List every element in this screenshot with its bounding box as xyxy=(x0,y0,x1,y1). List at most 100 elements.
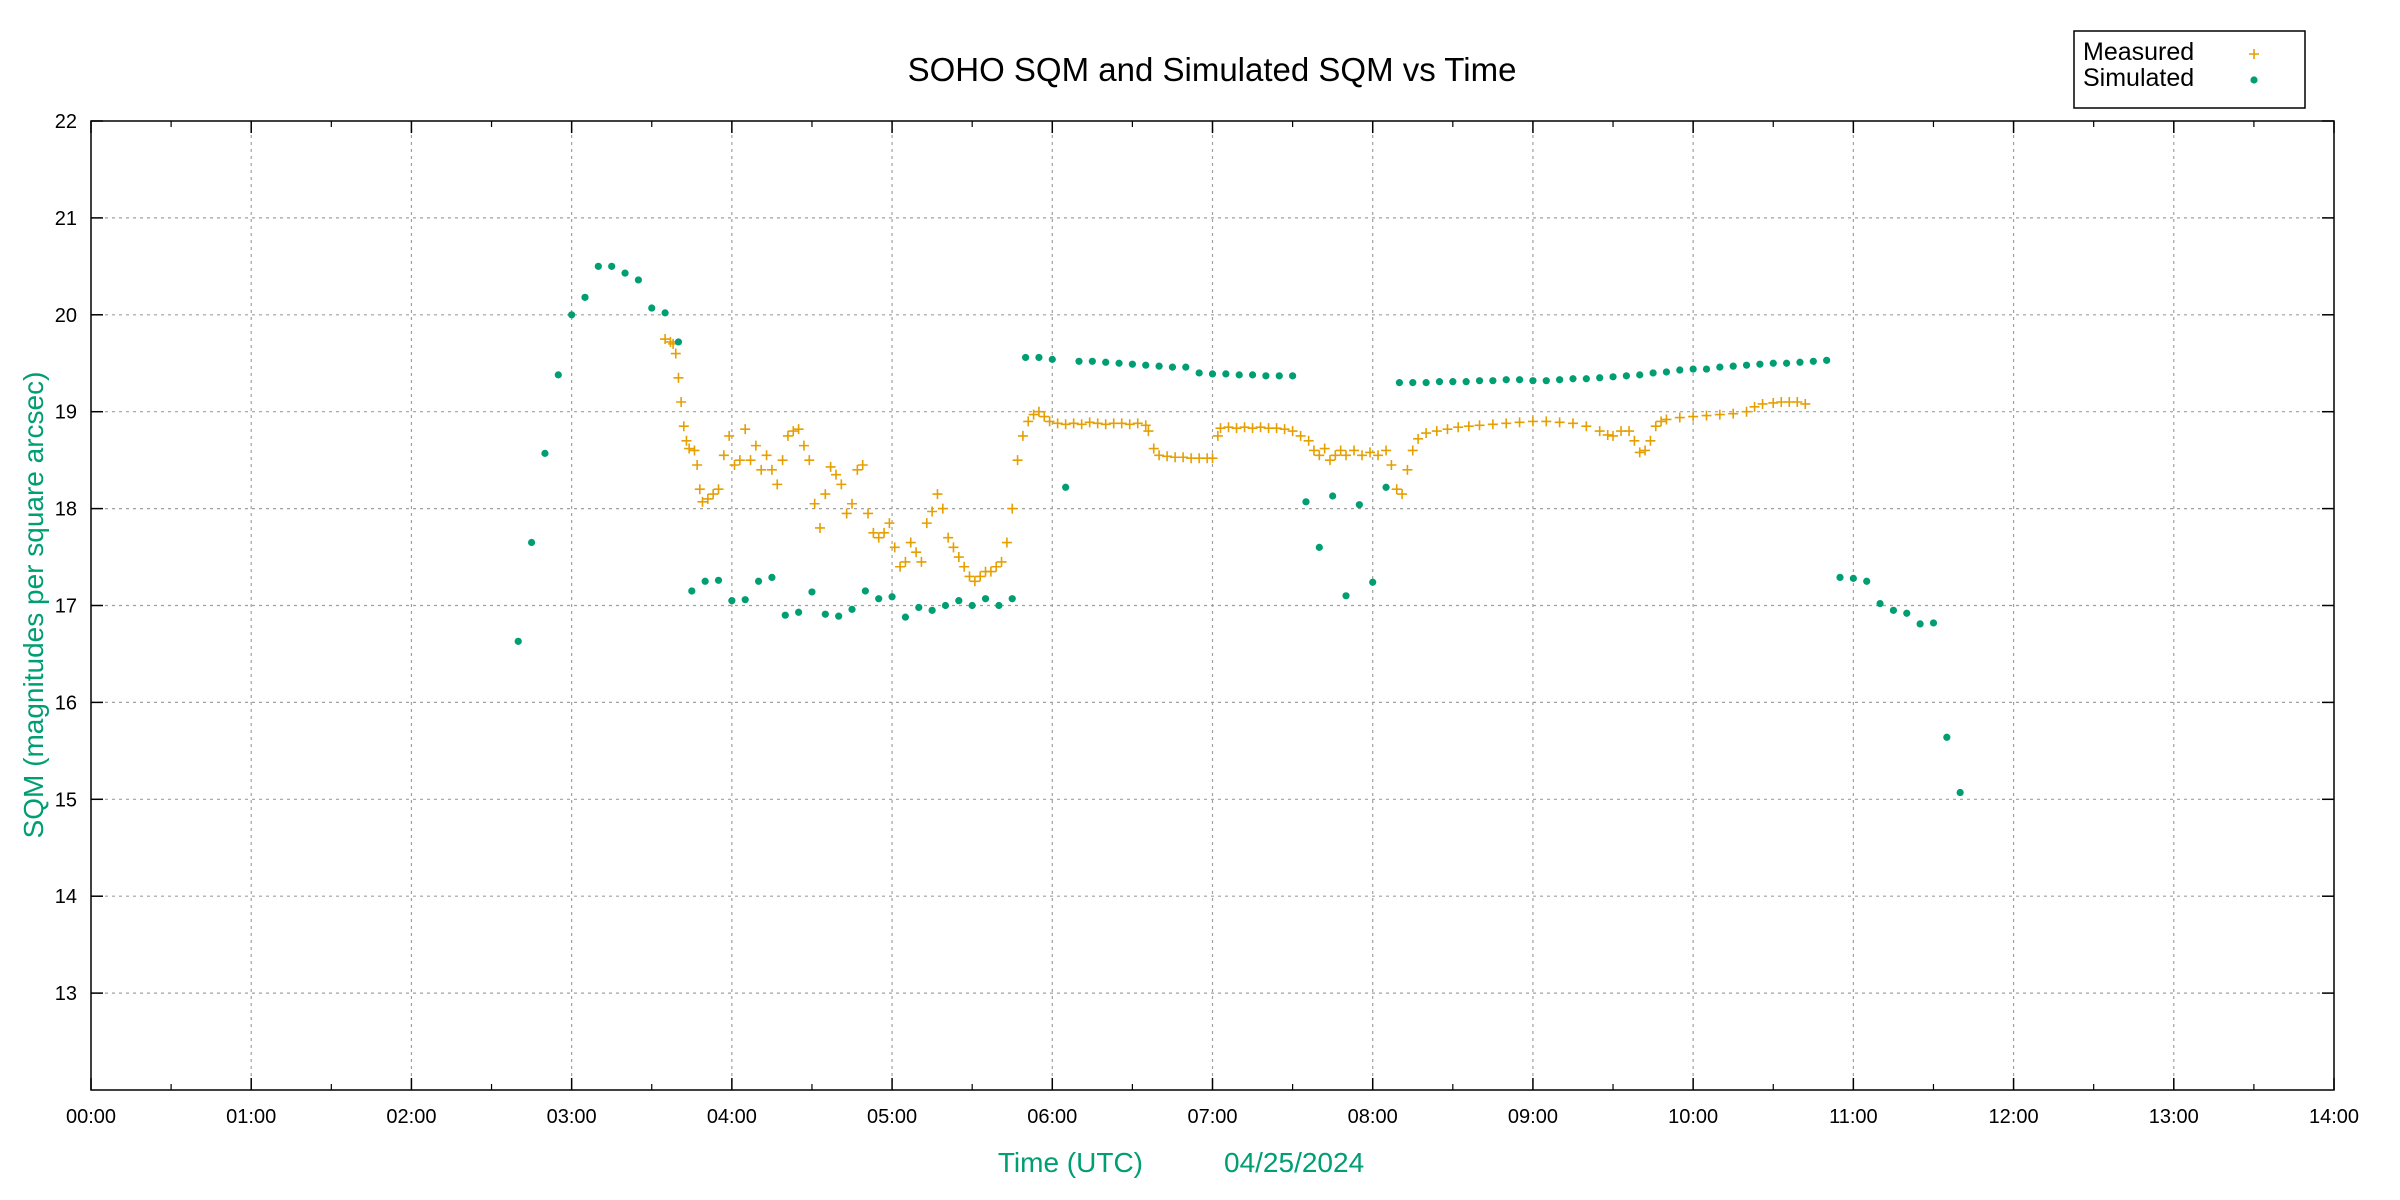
simulated-point xyxy=(1435,378,1444,386)
measured-point xyxy=(1116,418,1127,429)
legend-label-simulated: Simulated xyxy=(2083,64,2194,92)
simulated-point xyxy=(634,276,642,284)
simulated-point xyxy=(768,573,776,581)
measured-point xyxy=(1501,418,1512,429)
measured-point xyxy=(1527,416,1538,427)
measured-point xyxy=(1140,420,1151,431)
simulated-point xyxy=(1395,379,1404,387)
y-tick-label: 20 xyxy=(55,305,77,327)
simulated-point xyxy=(848,605,856,613)
simulated-point xyxy=(1783,359,1791,367)
measured-point xyxy=(1068,418,1079,429)
measured-point xyxy=(836,479,847,490)
simulated-point xyxy=(1155,362,1163,370)
measured-point xyxy=(1656,416,1667,427)
simulated-point xyxy=(1222,370,1230,378)
measured-point xyxy=(1714,409,1725,420)
simulated-point xyxy=(915,603,923,612)
measured-point xyxy=(1421,428,1432,439)
simulated-point xyxy=(688,587,696,595)
simulated-point xyxy=(1662,368,1671,376)
measured-point xyxy=(1017,430,1028,441)
measured-point xyxy=(1594,426,1605,437)
measured-point xyxy=(1092,418,1103,429)
simulated-point xyxy=(1489,377,1497,385)
measured-point xyxy=(1287,426,1298,437)
measured-point xyxy=(948,542,959,553)
simulated-point xyxy=(514,637,522,645)
simulated-point xyxy=(1609,373,1617,381)
measured-point xyxy=(1645,435,1656,446)
measured-point xyxy=(1033,406,1044,417)
measured-point xyxy=(943,532,954,543)
x-tick-label: 11:00 xyxy=(1829,1106,1878,1128)
simulated-point xyxy=(1836,573,1844,581)
simulated-point xyxy=(968,601,976,610)
measured-point xyxy=(718,450,729,461)
simulated-point xyxy=(674,338,683,346)
simulated-point xyxy=(1369,578,1377,586)
y-tick-label: 13 xyxy=(55,983,77,1005)
simulated-point xyxy=(1142,361,1150,369)
legend: Measured Simulated xyxy=(2073,30,2306,109)
simulated-point xyxy=(608,262,616,270)
measured-point xyxy=(1541,416,1552,427)
measured-point xyxy=(879,527,890,538)
measured-point xyxy=(798,440,809,451)
simulated-point xyxy=(1115,359,1123,367)
measured-point xyxy=(1407,445,1418,456)
measured-point xyxy=(1402,464,1413,475)
measured-point xyxy=(895,561,906,572)
measured-point xyxy=(1231,423,1242,434)
simulated-point xyxy=(821,610,829,618)
measured-point xyxy=(852,464,863,475)
y-tick-label: 16 xyxy=(55,692,77,714)
y-tick-label: 19 xyxy=(55,402,77,424)
measured-point xyxy=(809,498,820,509)
simulated-point xyxy=(1035,353,1043,362)
measured-point xyxy=(868,527,879,538)
simulated-point xyxy=(795,608,803,616)
measured-point xyxy=(1330,450,1341,461)
simulated-point xyxy=(1021,353,1030,362)
measured-point xyxy=(1381,445,1392,456)
simulated-point xyxy=(1689,365,1697,373)
measured-point xyxy=(670,348,681,359)
legend-marker-simulated xyxy=(2250,76,2258,84)
measured-point xyxy=(788,426,799,437)
simulated-point xyxy=(1636,371,1644,379)
measured-point xyxy=(1581,421,1592,432)
measured-point xyxy=(1749,401,1760,412)
measured-point xyxy=(900,556,911,567)
measured-point xyxy=(1001,537,1012,548)
x-axis-date: 04/25/2024 xyxy=(1224,1147,1364,1178)
measured-point xyxy=(756,464,767,475)
measured-point xyxy=(766,464,777,475)
measured-point xyxy=(1431,426,1442,437)
simulated-point xyxy=(1556,376,1564,384)
measured-point xyxy=(1324,455,1335,466)
simulated-point xyxy=(1449,378,1457,386)
measured-point xyxy=(953,552,964,563)
measured-point xyxy=(1084,417,1095,428)
measured-point xyxy=(678,421,689,432)
measured-point xyxy=(1060,419,1071,430)
simulated-point xyxy=(1823,356,1831,364)
measured-point xyxy=(777,455,788,466)
measured-point xyxy=(1308,445,1319,456)
simulated-point xyxy=(875,595,883,603)
simulated-point xyxy=(835,612,843,620)
simulated-point xyxy=(1596,374,1604,382)
measured-point xyxy=(1413,433,1424,444)
measured-point xyxy=(975,571,986,582)
measured-point xyxy=(1132,418,1143,429)
measured-point xyxy=(927,506,938,517)
x-tick-label: 00:00 xyxy=(66,1106,116,1128)
simulated-point xyxy=(1769,359,1777,367)
measured-point xyxy=(1335,445,1346,456)
simulated-point xyxy=(1569,375,1577,383)
x-tick-label: 06:00 xyxy=(1027,1106,1077,1128)
simulated-point xyxy=(1863,577,1871,585)
simulated-point xyxy=(1315,543,1323,551)
simulated-point xyxy=(648,304,656,312)
